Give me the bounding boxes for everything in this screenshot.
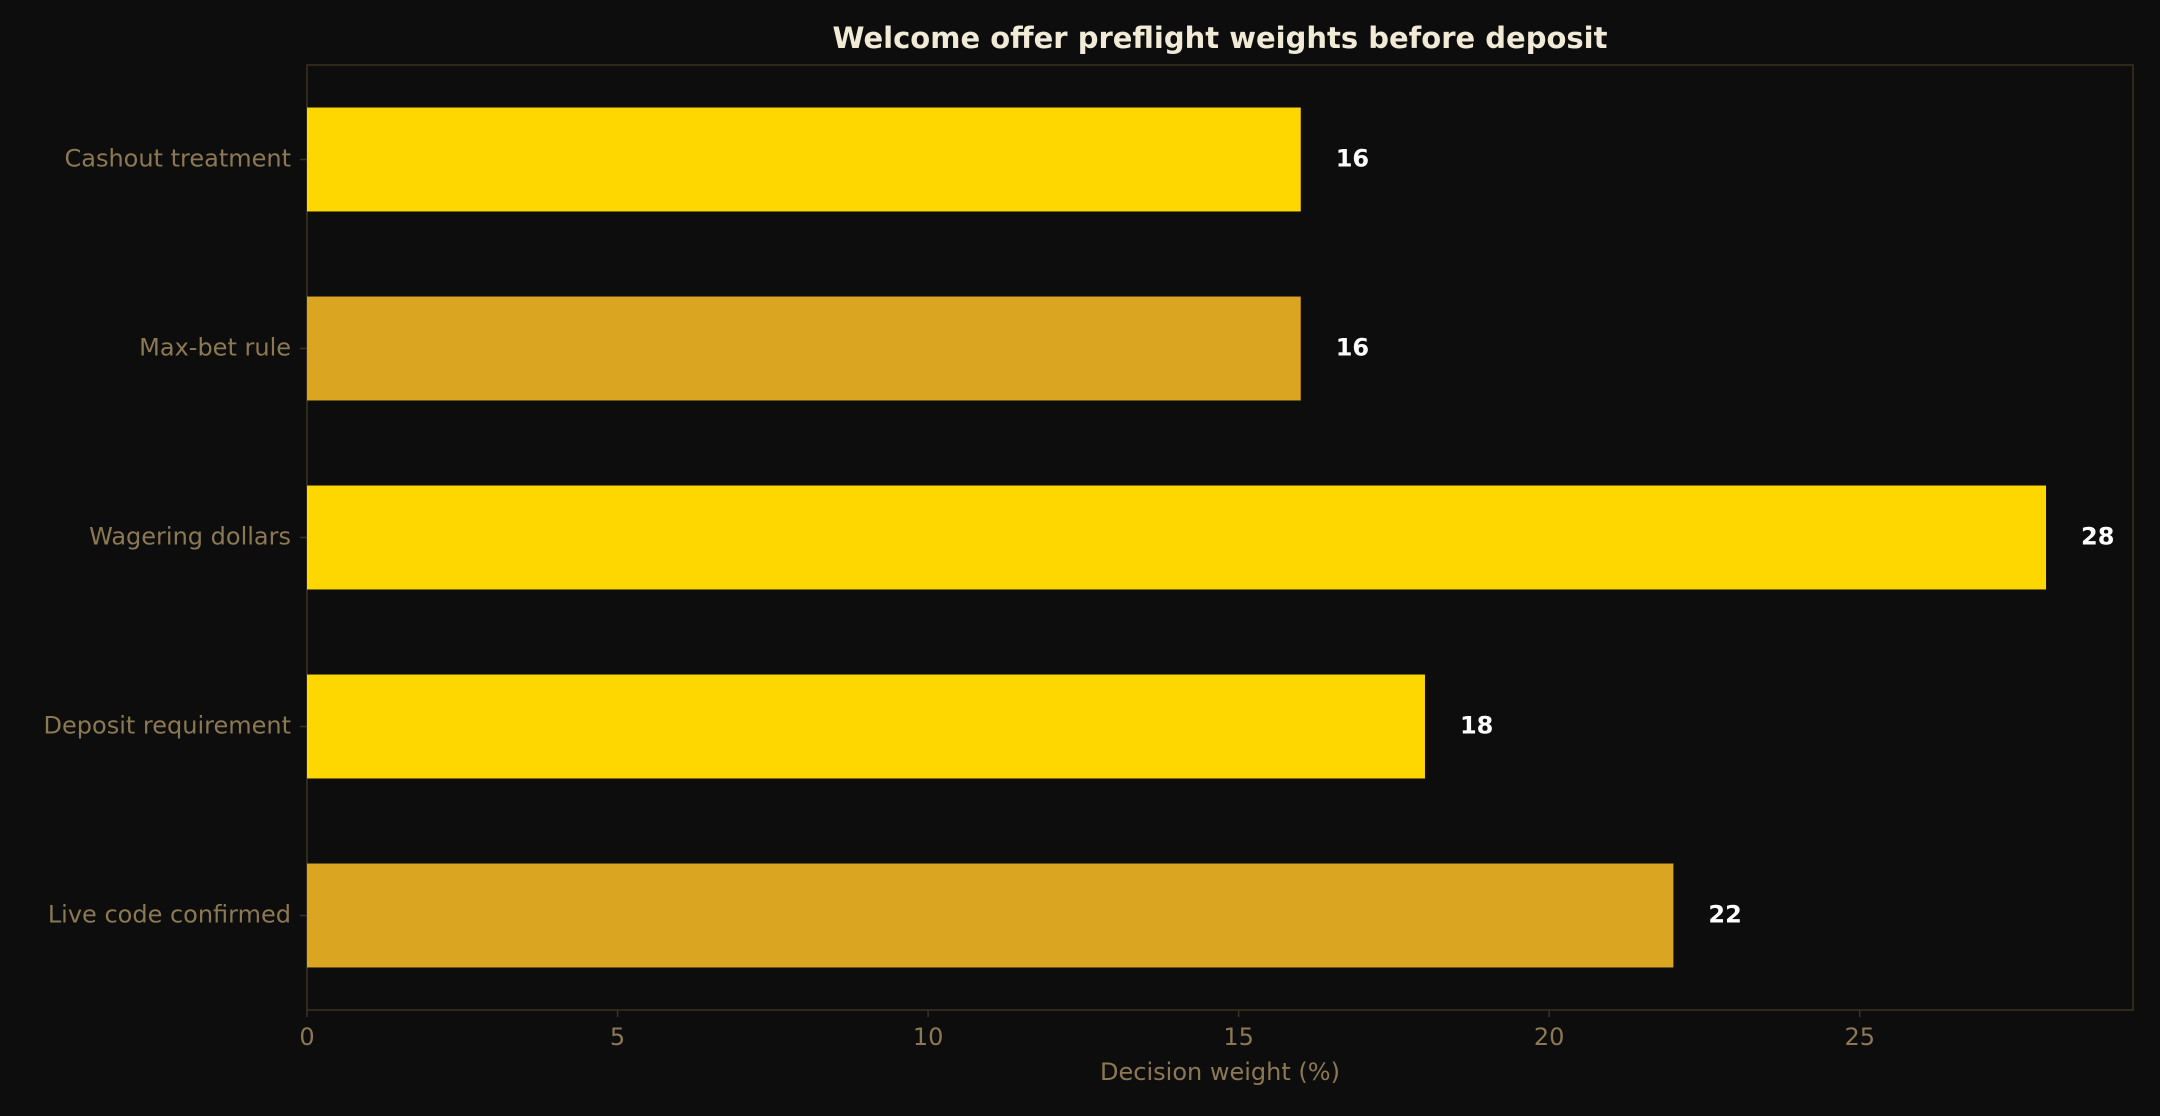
bar [307, 863, 1674, 968]
bar [307, 485, 2047, 590]
bar [307, 674, 1425, 779]
bar [307, 107, 1301, 212]
value-label: 28 [2081, 523, 2114, 551]
value-label: 18 [1460, 712, 1493, 740]
value-label: 16 [1336, 334, 1369, 362]
x-tick-label: 5 [610, 1023, 625, 1051]
y-tick-label: Wagering dollars [89, 523, 291, 551]
x-tick-label: 0 [299, 1023, 314, 1051]
y-tick-label: Cashout treatment [64, 145, 291, 173]
x-tick-label: 15 [1223, 1023, 1254, 1051]
x-tick-label: 25 [1844, 1023, 1875, 1051]
y-tick-label: Max-bet rule [139, 334, 291, 362]
x-axis-label: Decision weight (%) [1100, 1058, 1340, 1086]
x-tick-label: 20 [1534, 1023, 1565, 1051]
value-label: 16 [1336, 145, 1369, 173]
bar [307, 296, 1301, 401]
y-tick-label: Deposit requirement [44, 712, 291, 740]
chart-title: Welcome offer preflight weights before d… [833, 21, 1608, 55]
y-tick-label: Live code confirmed [48, 901, 291, 929]
x-tick-label: 10 [913, 1023, 944, 1051]
value-label: 22 [1708, 901, 1741, 929]
